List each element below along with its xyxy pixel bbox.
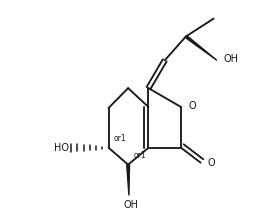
Text: O: O — [208, 158, 215, 168]
Text: or1: or1 — [134, 151, 146, 160]
Text: or1: or1 — [114, 135, 127, 143]
Text: OH: OH — [223, 54, 238, 64]
Polygon shape — [127, 165, 130, 196]
Text: HO: HO — [54, 143, 69, 153]
Text: O: O — [188, 101, 196, 111]
Polygon shape — [185, 36, 217, 60]
Text: OH: OH — [124, 200, 139, 210]
